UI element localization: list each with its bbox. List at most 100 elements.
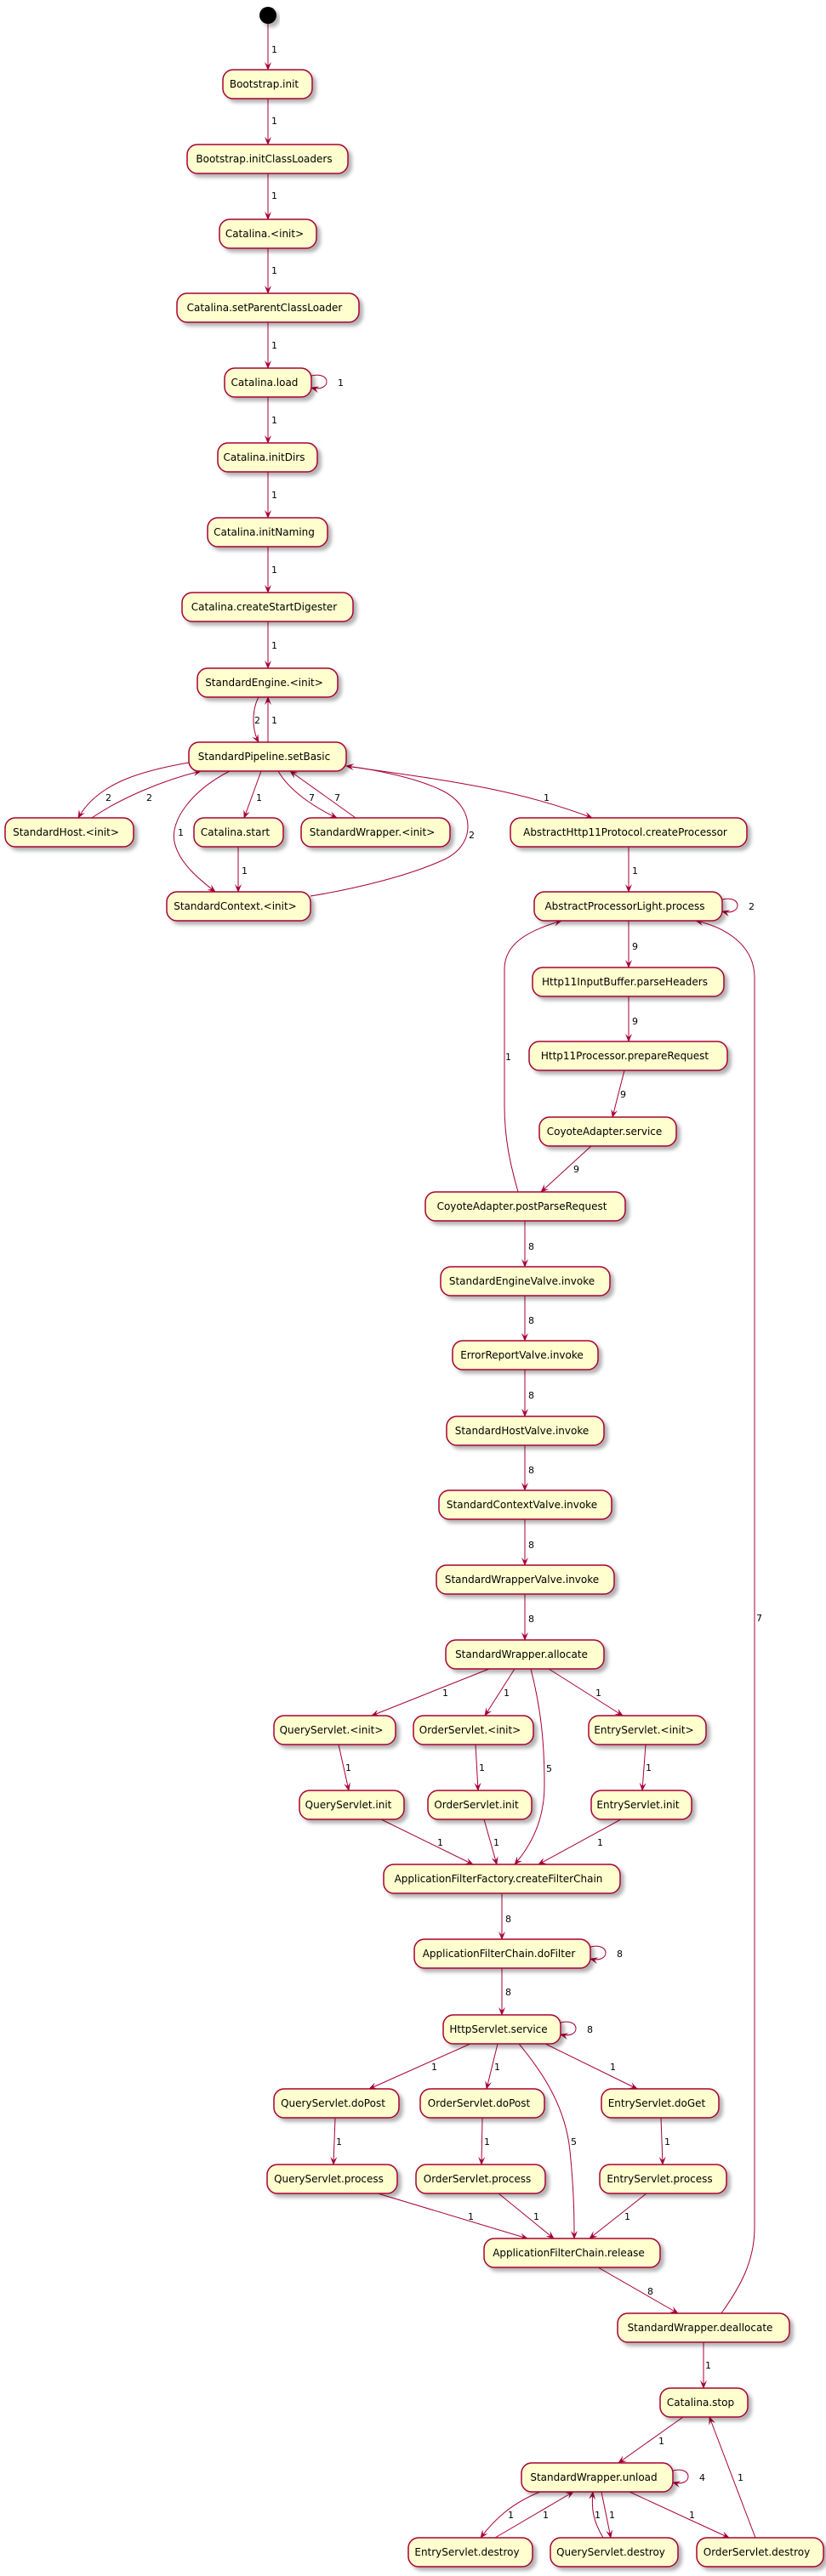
edge-count-label: 1	[595, 1688, 601, 1699]
activity-label: StandardWrapper.allocate	[455, 1648, 588, 1660]
edge-hs-to-rel	[518, 2043, 578, 2239]
activity-box	[217, 442, 318, 473]
activity-label: Bootstrap.init	[230, 78, 299, 90]
edge-se-to-sb	[252, 696, 259, 743]
edge-count-label: 1	[508, 2510, 514, 2521]
edge-count-label: 8	[528, 1540, 534, 1551]
activity-node: StandardWrapper.allocate	[445, 1639, 605, 1670]
edge-count-label: 1	[271, 565, 277, 576]
edge-unl-to-unl	[672, 2469, 689, 2488]
activity-node: EntryServlet.init	[590, 1790, 692, 1820]
edge-count-label: 1	[738, 2472, 743, 2483]
edge-count-label: 1	[609, 2510, 615, 2521]
edge-ppr-to-apl	[504, 919, 562, 1193]
activity-box	[207, 517, 328, 548]
activity-label: ApplicationFilterFactory.createFilterCha…	[395, 1873, 603, 1885]
edge-count-label: 1	[345, 1762, 351, 1773]
edge-oi-to-oin	[474, 1744, 481, 1791]
edge-count-label: 8	[528, 1614, 534, 1625]
edge-count-label: 7	[756, 1613, 762, 1624]
activity-box	[273, 1715, 396, 1745]
activity-box	[550, 2537, 679, 2567]
activity-label: EntryServlet.doGet	[608, 2097, 706, 2109]
edge-count-label: 5	[546, 1763, 552, 1774]
edge-oin-to-cfc	[483, 1819, 498, 1865]
edge-count-label: 1	[705, 2360, 711, 2371]
activity-label: QueryServlet.init	[305, 1799, 392, 1811]
edge-count-label: 1	[504, 1688, 510, 1699]
activity-node: EntryServlet.doGet	[601, 2088, 720, 2119]
activity-label: Catalina.start	[201, 826, 270, 838]
edge-unl-to-qd	[601, 2491, 613, 2539]
edge-count-label: 1	[544, 792, 550, 803]
edge-hs-to-edg	[544, 2043, 638, 2090]
activity-label: Catalina.initDirs	[224, 451, 305, 463]
edge-count-label: 8	[528, 1315, 534, 1326]
edge-count-label: 7	[309, 792, 315, 803]
edge-count-label: 1	[646, 1762, 652, 1773]
activity-label: ApplicationFilterChain.release	[493, 2247, 645, 2259]
activity-node: AbstractProcessorLight.process	[533, 891, 723, 922]
edge-od-to-stop	[709, 2416, 756, 2539]
activity-box	[186, 144, 349, 174]
activity-label: QueryServlet.process	[274, 2173, 384, 2185]
edge-count-label: 4	[699, 2472, 705, 2483]
edge-apl-to-apl	[721, 898, 738, 917]
activity-box	[419, 2088, 545, 2119]
edge-al-to-oi	[484, 1668, 516, 1716]
edge-op-to-rel	[498, 2193, 555, 2239]
edge-count-label: 5	[571, 2136, 577, 2148]
activity-label: Catalina.stop	[667, 2397, 734, 2409]
activity-box	[193, 817, 284, 848]
activity-node: OrderServlet.destroy	[696, 2537, 824, 2567]
activity-node: Http11Processor.prepareRequest	[528, 1041, 728, 1071]
edge-count-label: 8	[647, 2286, 653, 2297]
edge-count-label: 1	[533, 2211, 539, 2222]
edge-count-label: 9	[573, 1164, 579, 1175]
activity-label: OrderServlet.doPost	[428, 2097, 531, 2109]
edge-deal-to-apl	[695, 919, 755, 2314]
activity-label: OrderServlet.init	[434, 1799, 519, 1811]
edge-rel-to-deal	[597, 2267, 679, 2314]
activity-box	[533, 891, 723, 922]
activity-box	[588, 1715, 707, 1745]
activity-label: OrderServlet.destroy	[704, 2546, 810, 2558]
activity-node: QueryServlet.<init>	[273, 1715, 396, 1745]
edge-count-label: 8	[505, 1914, 511, 1925]
edge-count-label: 1	[543, 2510, 549, 2521]
activity-node: QueryServlet.doPost	[273, 2088, 400, 2119]
activity-node: EntryServlet.<init>	[588, 1715, 707, 1745]
activity-label: StandardHost.<init>	[13, 826, 119, 838]
activity-node: Catalina.<init>	[219, 218, 317, 249]
activity-box	[590, 1790, 692, 1820]
activity-box	[601, 2088, 720, 2119]
activity-node: StandardWrapperValve.invoke	[436, 1564, 615, 1595]
edge-qi-to-qin	[338, 1744, 350, 1791]
activity-label: StandardContext.<init>	[174, 900, 297, 912]
activity-node: AbstractHttp11Protocol.createProcessor	[510, 817, 748, 848]
activity-label: Catalina.createStartDigester	[191, 601, 338, 613]
activity-node: StandardWrapper.deallocate	[617, 2312, 790, 2343]
edge-count-label: 1	[271, 640, 277, 651]
activity-label: AbstractHttp11Protocol.createProcessor	[523, 826, 727, 838]
edge-count-label: 1	[271, 715, 277, 726]
edge-count-label: 1	[624, 2211, 630, 2222]
nodes-layer: Bootstrap.init Bootstrap.initClassLoaders…	[4, 7, 824, 2567]
activity-label: OrderServlet.<init>	[419, 1724, 521, 1736]
activity-label: StandardWrapper.deallocate	[628, 2322, 773, 2334]
edge-count-label: 1	[442, 1688, 448, 1699]
activity-box	[299, 1790, 405, 1820]
activity-label: Http11InputBuffer.parseHeaders	[542, 976, 708, 988]
activity-label: EntryServlet.init	[596, 1799, 679, 1811]
edge-count-label: 2	[146, 792, 152, 803]
activity-node: StandardEngineValve.invoke	[440, 1266, 611, 1297]
activity-box	[599, 2164, 727, 2194]
activity-node: ApplicationFilterFactory.createFilterCha…	[383, 1864, 621, 1894]
edge-sb-to-ahp	[345, 765, 593, 819]
edge-hs-to-hs	[560, 2021, 577, 2040]
edge-al-to-ei	[548, 1668, 624, 1716]
edge-count-label: 1	[610, 2062, 616, 2073]
activity-label: QueryServlet.destroy	[556, 2546, 665, 2558]
edge-qp-to-rel	[377, 2193, 528, 2240]
activity-box	[445, 1639, 605, 1670]
